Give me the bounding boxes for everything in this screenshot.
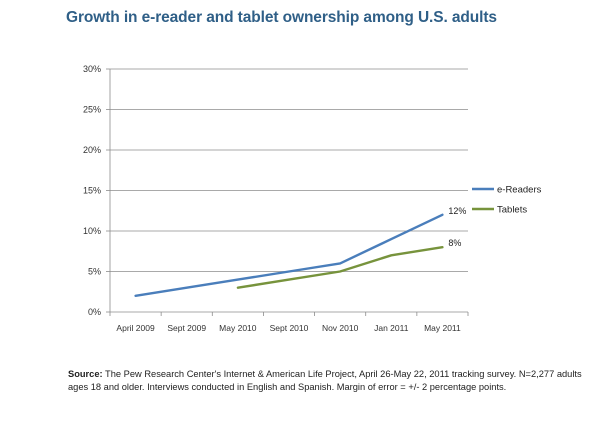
y-tick-label: 5% bbox=[88, 267, 101, 277]
x-tick-label: Sept 2010 bbox=[270, 323, 309, 333]
chart-title: Growth in e-reader and tablet ownership … bbox=[66, 9, 497, 26]
y-axis-ticks: 0% 5% 10% 15% 20% 25% 30% bbox=[83, 64, 101, 317]
y-tick-label: 0% bbox=[88, 307, 101, 317]
data-label-end: 12% bbox=[448, 206, 466, 216]
series-lines bbox=[134, 213, 444, 297]
x-tick-label: May 2011 bbox=[424, 323, 461, 333]
data-labels: 12% 8% bbox=[448, 206, 466, 248]
line-chart: 0% 5% 10% 15% 20% 25% 30% April 2009 Sept 2009 M… bbox=[83, 64, 542, 333]
y-tick-label: 30% bbox=[83, 64, 101, 74]
y-tick-label: 20% bbox=[83, 145, 101, 155]
data-label-end: 8% bbox=[448, 238, 461, 248]
source-label: Source: bbox=[68, 369, 103, 379]
x-tick-label: Sept 2009 bbox=[167, 323, 206, 333]
y-tick-label: 10% bbox=[83, 226, 101, 236]
y-tick-label: 15% bbox=[83, 186, 101, 196]
x-tick-label: May 2010 bbox=[219, 323, 257, 333]
x-tick-label: Jan 2011 bbox=[374, 323, 409, 333]
legend: e-Readers Tablets bbox=[472, 185, 542, 216]
source-text: The Pew Research Center's Internet & Ame… bbox=[68, 369, 582, 392]
x-tick-label: Nov 2010 bbox=[322, 323, 359, 333]
x-tick-label: April 2009 bbox=[116, 323, 155, 333]
source-note: Source: The Pew Research Center's Intern… bbox=[68, 368, 588, 394]
legend-label: Tablets bbox=[497, 205, 527, 216]
x-axis-ticks: April 2009 Sept 2009 May 2010 Sept 2010 Nov … bbox=[116, 323, 461, 333]
series-line-e-readers bbox=[134, 213, 444, 297]
y-tick-label: 25% bbox=[83, 105, 101, 115]
legend-label: e-Readers bbox=[497, 185, 542, 196]
series-line-tablets bbox=[236, 245, 444, 289]
